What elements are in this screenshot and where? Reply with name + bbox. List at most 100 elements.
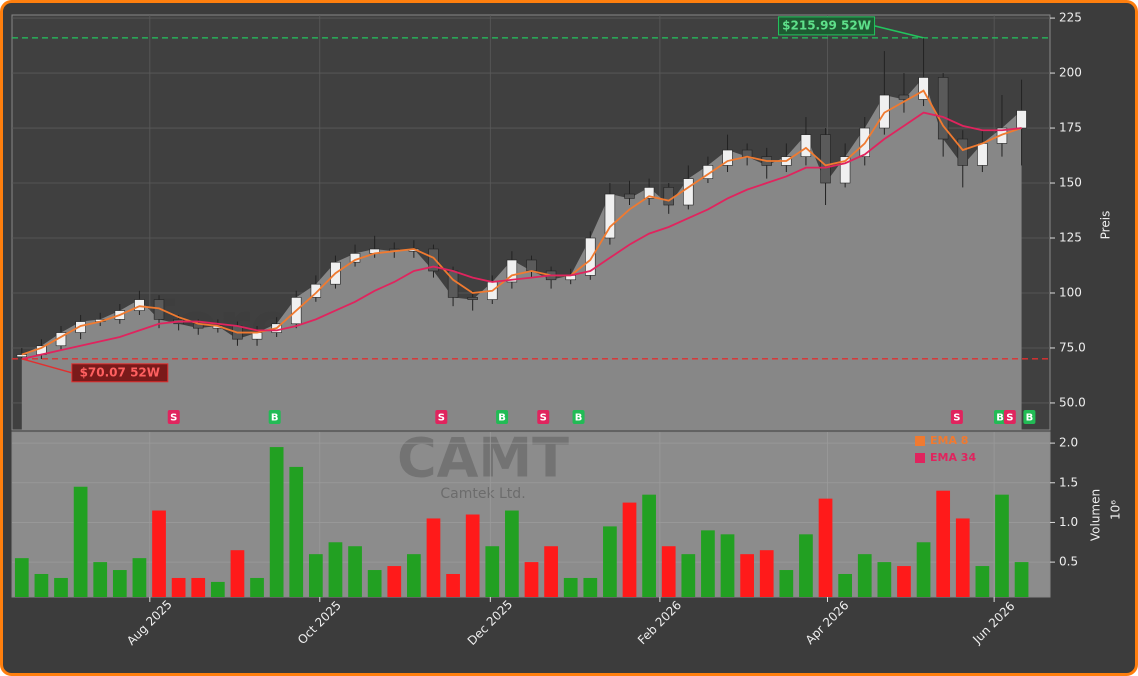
ema-line <box>21 89 1022 356</box>
volume-bar <box>681 554 696 597</box>
level-label-box <box>778 16 876 36</box>
volume-bar <box>622 502 637 597</box>
candle-body <box>663 187 674 206</box>
signal-label: B <box>1026 413 1034 424</box>
signal-box <box>496 410 509 424</box>
signal-box <box>1003 410 1016 424</box>
level-label: $70.07 52W <box>80 365 160 379</box>
candle-body <box>1016 110 1027 129</box>
legend-swatch <box>915 436 925 446</box>
volume-bar <box>936 490 951 597</box>
volume-bar <box>720 534 735 597</box>
signal-box <box>572 410 585 424</box>
signal-label: S <box>1006 413 1013 424</box>
volume-bar <box>112 570 127 597</box>
volume-bar <box>583 577 598 597</box>
volume-bar <box>524 562 539 597</box>
volume-bar <box>93 562 108 597</box>
signal-label: S <box>540 413 547 424</box>
legend-swatch <box>915 453 925 463</box>
volume-bar <box>34 573 49 597</box>
signal-label: B <box>271 413 279 424</box>
candle-body <box>918 77 929 100</box>
y-tick-label: 200 <box>1059 66 1082 80</box>
y-tick-label: 50.0 <box>1059 395 1086 409</box>
candle-body <box>134 299 145 311</box>
volume-bar <box>975 566 990 597</box>
ema-line <box>21 111 1022 360</box>
y2-tick-label: 1.0 <box>1059 515 1078 529</box>
volume-bar <box>446 573 460 597</box>
volume-bar <box>230 550 245 597</box>
volume-bar <box>328 542 343 597</box>
y-tick-label: 75.0 <box>1059 340 1086 354</box>
y-tick-label: 150 <box>1059 176 1082 190</box>
volume-bar <box>367 570 382 597</box>
signal-box <box>167 410 180 424</box>
volume-bar <box>603 526 617 597</box>
signal-box <box>537 410 550 424</box>
candle-body <box>506 259 518 283</box>
level-arrow <box>21 358 73 374</box>
volume-bar <box>897 566 911 597</box>
signal-label: B <box>498 413 506 424</box>
candle-body <box>604 193 616 239</box>
candle-body <box>75 321 86 333</box>
candle-body <box>683 178 694 206</box>
candle-body <box>428 248 439 272</box>
volume-bar <box>132 558 147 597</box>
candle-body <box>977 143 988 166</box>
signal-label: B <box>575 413 583 424</box>
candle-body <box>820 134 831 184</box>
candle-body <box>624 193 635 199</box>
volume-bar <box>779 570 794 597</box>
volume-bar <box>642 494 656 597</box>
legend-label: EMA 34 <box>930 451 976 464</box>
signal-label: S <box>953 413 960 424</box>
volume-bar <box>407 554 421 597</box>
candle-body <box>957 138 968 166</box>
volume-bar <box>544 546 558 597</box>
y-tick-label: 125 <box>1059 231 1082 245</box>
volume-bar <box>1014 562 1029 597</box>
y2-multiplier: 10⁶ <box>1109 500 1123 520</box>
y2-tick-label: 1.5 <box>1059 475 1078 489</box>
candle-body <box>251 332 263 340</box>
y-tick-label: 175 <box>1059 121 1082 135</box>
volume-bar <box>152 510 166 597</box>
legend-label: EMA 8 <box>930 434 968 447</box>
candle-body <box>839 156 851 184</box>
volume-bar <box>857 554 872 597</box>
y-tick-label: 100 <box>1059 285 1082 299</box>
y-axis-label: Preis <box>1099 211 1113 240</box>
candle-body <box>467 297 478 300</box>
candle-body <box>16 354 28 358</box>
volume-bar <box>877 562 892 597</box>
volume-bar <box>171 577 186 597</box>
volume-bar <box>759 550 774 597</box>
signal-box <box>435 410 448 424</box>
level-label-box <box>71 363 169 383</box>
volume-bar <box>14 558 29 597</box>
candle-body <box>585 237 596 276</box>
candle-body <box>526 259 537 272</box>
candle-body <box>643 187 655 199</box>
volume-bar <box>740 554 754 597</box>
signal-label: S <box>438 413 445 424</box>
volume-bar <box>73 486 88 597</box>
candle-body <box>898 94 910 100</box>
volume-bar <box>54 577 68 597</box>
volume-bar <box>387 566 402 597</box>
volume-bar <box>701 530 715 597</box>
volume-bar <box>818 498 833 597</box>
candle-body <box>879 94 890 129</box>
volume-bar <box>485 546 500 597</box>
signal-box <box>268 410 281 424</box>
volume-bar <box>563 577 578 597</box>
volume-bar <box>210 581 225 597</box>
watermark-ticker: CAMT <box>397 427 569 490</box>
signal-box <box>950 410 963 424</box>
candle-body <box>996 127 1008 144</box>
signal-label: B <box>996 413 1004 424</box>
